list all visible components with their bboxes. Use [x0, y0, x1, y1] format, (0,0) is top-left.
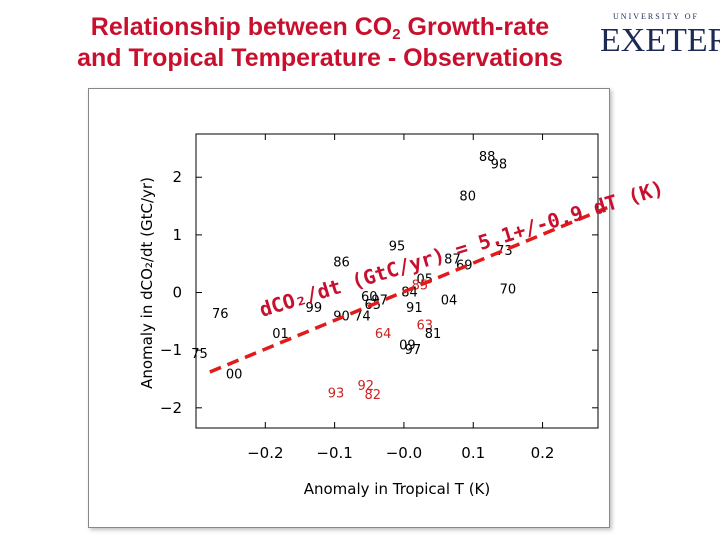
x-axis-label: Anomaly in Tropical T (K) [304, 480, 491, 498]
title-line-1: Relationship between CO2 Growth-rate [90, 13, 550, 43]
data-point-label: 75 [191, 347, 208, 362]
y-tick-label: 0 [172, 284, 182, 302]
x-tick-label: −0.2 [247, 444, 283, 462]
university-logo: UNIVERSITY OF EXETER [600, 10, 720, 66]
regression-line [209, 205, 609, 374]
plot-area-border [195, 133, 599, 429]
data-point-label: 70 [500, 283, 517, 298]
x-tick-label: 0.2 [531, 444, 555, 462]
data-point-label: 87 [444, 253, 461, 268]
slide-title: Relationship between CO2 Growth-rate and… [20, 12, 620, 74]
data-point-label: 80 [459, 189, 476, 204]
data-point-label: 92 [358, 379, 375, 394]
data-point-label: 93 [328, 386, 345, 401]
data-point-label: 64 [375, 327, 392, 342]
data-point-label: 97 [405, 343, 422, 358]
title-line-2: and Tropical Temperature - Observations [77, 44, 563, 72]
x-tick-label: −0.0 [386, 444, 422, 462]
y-tick-label: −2 [160, 399, 182, 417]
data-point-label: 95 [389, 239, 406, 254]
data-point-label: 01 [272, 327, 289, 342]
data-point-label: 00 [226, 367, 243, 382]
x-tick-label: −0.1 [316, 444, 352, 462]
data-point-label: 97 [371, 294, 388, 309]
x-tick-label: 0.1 [461, 444, 485, 462]
data-point-label: 81 [425, 327, 442, 342]
data-point-label: 74 [354, 310, 371, 325]
logo-small-text: UNIVERSITY OF [613, 12, 699, 21]
data-point-label: 82 [364, 388, 381, 403]
y-tick-label: 2 [172, 168, 182, 186]
plot-frame [88, 88, 610, 528]
logo-large-text: EXETER [600, 22, 720, 59]
data-point-label: 76 [212, 307, 229, 322]
data-point-label: 99 [306, 301, 323, 316]
data-point-label: 60 [361, 290, 378, 305]
data-point-label: 88 [479, 150, 496, 165]
y-tick-label: −1 [160, 341, 182, 359]
data-point-label: 63 [416, 318, 433, 333]
data-point-label: 86 [333, 256, 350, 271]
data-point-label: 04 [441, 294, 458, 309]
y-tick-label: 1 [172, 226, 182, 244]
y-axis-label: Anomaly in dCO₂/dt (GtC/yr) [138, 177, 156, 389]
data-point-label: 98 [491, 158, 508, 173]
data-point-label: 91 [406, 301, 423, 316]
data-point-label: 09 [399, 339, 416, 354]
